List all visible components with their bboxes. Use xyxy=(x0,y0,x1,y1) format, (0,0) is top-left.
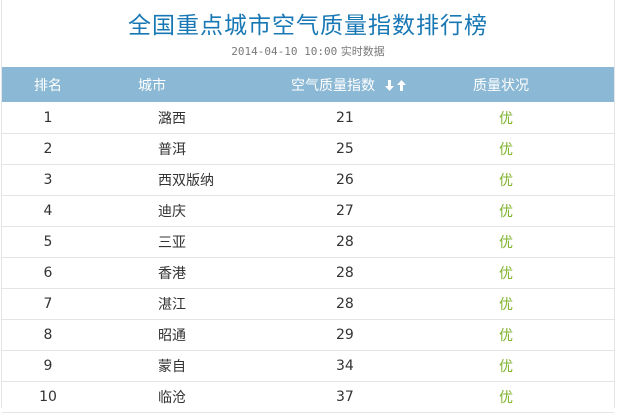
table-row: 1 潞西 21 优 xyxy=(2,103,614,134)
aqi-cell: 29 xyxy=(336,327,354,343)
column-header-aqi: 空气质量指数 xyxy=(286,75,436,95)
city-cell: 潞西 xyxy=(158,111,186,127)
table-row: 4 迪庆 27 优 xyxy=(2,196,614,227)
aqi-cell: 37 xyxy=(336,389,354,405)
rank-cell: 5 xyxy=(43,234,53,250)
column-header-aqi-label: 空气质量指数 xyxy=(291,77,375,94)
table-row: 5 三亚 28 优 xyxy=(2,227,614,258)
quality-cell: 优 xyxy=(499,328,513,344)
city-cell: 迪庆 xyxy=(158,204,186,220)
quality-cell: 优 xyxy=(499,235,513,251)
quality-cell: 优 xyxy=(499,111,513,127)
arrow-up-icon[interactable] xyxy=(397,80,407,91)
aqi-cell: 28 xyxy=(336,296,354,312)
rank-cell: 7 xyxy=(43,296,53,312)
table-row: 6 香港 28 优 xyxy=(2,258,614,289)
rank-cell: 2 xyxy=(43,141,53,157)
city-cell: 昭通 xyxy=(158,328,186,344)
city-cell: 西双版纳 xyxy=(158,173,214,189)
quality-cell: 优 xyxy=(499,297,513,313)
arrow-down-icon[interactable] xyxy=(385,80,395,91)
quality-cell: 优 xyxy=(499,359,513,375)
aqi-cell: 34 xyxy=(336,358,354,374)
quality-cell: 优 xyxy=(499,204,513,220)
update-info: 2014-04-10 10:00 实时数据 xyxy=(2,44,614,60)
aqi-cell: 25 xyxy=(336,141,354,157)
table-row: 10 临沧 37 优 xyxy=(2,382,614,413)
table-row: 2 普洱 25 优 xyxy=(2,134,614,165)
aqi-cell: 28 xyxy=(336,234,354,250)
table-row: 3 西双版纳 26 优 xyxy=(2,165,614,196)
quality-cell: 优 xyxy=(499,390,513,406)
table-header: 排名 城市 空气质量指数 质量状况 xyxy=(2,67,614,102)
table-row: 9 蒙自 34 优 xyxy=(2,351,614,382)
rank-cell: 8 xyxy=(43,327,53,343)
aqi-cell: 26 xyxy=(336,172,354,188)
rank-cell: 9 xyxy=(43,358,53,374)
table-row: 8 昭通 29 优 xyxy=(2,320,614,351)
column-header-rank: 排名 xyxy=(34,77,62,94)
aqi-cell: 28 xyxy=(336,265,354,281)
quality-cell: 优 xyxy=(499,173,513,189)
quality-cell: 优 xyxy=(499,266,513,282)
page-title: 全国重点城市空气质量指数排行榜 xyxy=(128,13,488,39)
city-cell: 普洱 xyxy=(158,142,186,158)
city-cell: 三亚 xyxy=(158,235,186,251)
aqi-cell: 21 xyxy=(336,110,354,126)
rank-cell: 6 xyxy=(43,265,53,281)
realtime-label: 实时数据 xyxy=(340,45,385,58)
column-header-city: 城市 xyxy=(138,77,166,94)
rank-cell: 3 xyxy=(43,172,53,188)
timestamp: 2014-04-10 10:00 xyxy=(231,45,338,58)
city-cell: 临沧 xyxy=(158,390,186,406)
table-row: 7 湛江 28 优 xyxy=(2,289,614,320)
rank-cell: 4 xyxy=(43,203,53,219)
city-cell: 湛江 xyxy=(158,297,186,313)
sort-controls xyxy=(385,80,407,91)
rank-cell: 10 xyxy=(39,389,57,405)
column-header-quality: 质量状况 xyxy=(473,77,529,94)
rank-cell: 1 xyxy=(43,110,53,126)
city-cell: 蒙自 xyxy=(158,359,186,375)
city-cell: 香港 xyxy=(158,266,186,282)
aqi-cell: 27 xyxy=(336,203,354,219)
table-body: 1 潞西 21 优 2 普洱 25 优 3 西双版纳 26 优 4 迪庆 27 … xyxy=(2,103,614,413)
quality-cell: 优 xyxy=(499,142,513,158)
